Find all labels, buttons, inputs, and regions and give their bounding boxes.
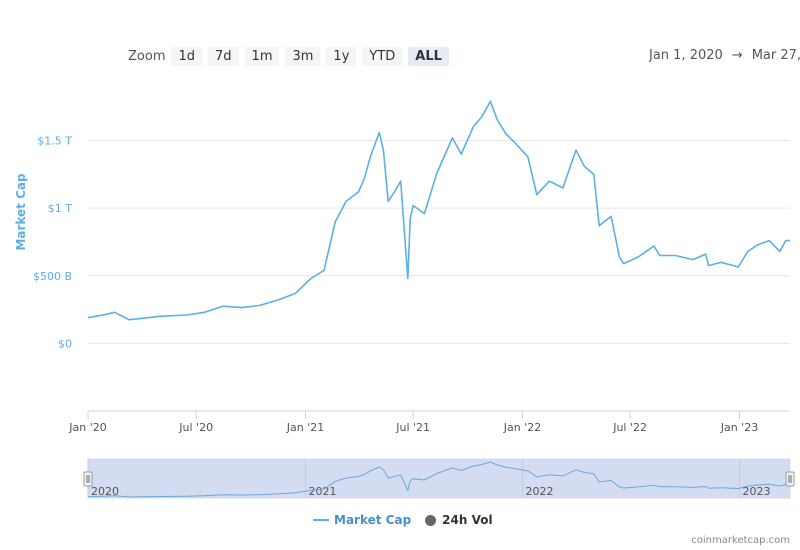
zoom-toolbar: Zoom 1d 7d 1m 3m 1y YTD ALL: [128, 45, 455, 67]
range-to-input[interactable]: Mar 27, 2023: [751, 48, 800, 63]
navigator-line: [87, 461, 790, 498]
zoom-label: Zoom: [128, 48, 166, 64]
y-tick-label: $500 B: [33, 270, 72, 283]
zoom-all-button[interactable]: ALL: [408, 46, 449, 66]
navigator-year-label: 2021: [309, 485, 337, 498]
zoom-1m-button[interactable]: 1m: [244, 46, 280, 66]
legend-item-24h-vol[interactable]: 24h Vol: [425, 513, 493, 527]
y-axis-label: Market Cap: [14, 173, 28, 251]
zoom-3m-button[interactable]: 3m: [285, 46, 321, 66]
navigator-year-label: 2022: [526, 485, 554, 498]
zoom-7d-button[interactable]: 7d: [208, 46, 239, 66]
legend-label-market-cap: Market Cap: [334, 513, 412, 527]
navigator-selection[interactable]: [88, 459, 790, 498]
market-cap-chart: $0 $500 B $1 T $1.5 T Market Cap Jan '20 Jul…: [14, 100, 795, 499]
legend: Market Cap 24h Vol: [313, 513, 507, 527]
range-arrow: →: [731, 48, 743, 63]
line-swatch-icon: [313, 519, 329, 521]
navigator-handle-left[interactable]: [83, 471, 93, 487]
x-tick-label: Jan '21: [286, 421, 324, 434]
y-tick-label: $1.5 T: [37, 135, 72, 148]
gridlines: [88, 140, 790, 344]
market-cap-line[interactable]: [87, 100, 790, 321]
source-credit: coinmarketcap.com: [691, 535, 790, 546]
navigator-handle-right[interactable]: [785, 471, 795, 487]
x-tick-label: Jul '21: [395, 421, 430, 434]
zoom-ytd-button[interactable]: YTD: [362, 46, 403, 66]
legend-item-market-cap[interactable]: Market Cap: [313, 513, 411, 527]
navigator-year-label: 2020: [91, 485, 119, 498]
date-range: Jan 1, 2020 → Mar 27, 2023: [649, 48, 800, 63]
range-from-input[interactable]: Jan 1, 2020: [649, 48, 723, 63]
x-tick-label: Jul '20: [178, 421, 213, 434]
zoom-1d-button[interactable]: 1d: [171, 46, 203, 66]
navigator-labels: 2020 2021 2022 2023: [87, 459, 770, 498]
x-tick-label: Jan '22: [503, 421, 541, 434]
navigator-year-label: 2023: [742, 485, 770, 498]
x-tick-label: Jan '23: [720, 421, 758, 434]
x-tick-label: Jan '20: [68, 421, 106, 434]
legend-label-24h-vol: 24h Vol: [442, 513, 493, 527]
zoom-1y-button[interactable]: 1y: [326, 46, 357, 66]
x-tick-label: Jul '22: [612, 421, 647, 434]
y-tick-label: $0: [58, 337, 72, 350]
x-axis-ticks: Jan '20 Jul '20 Jan '21 Jul '21 Jan '22 Jul '…: [68, 411, 758, 434]
dot-swatch-icon: [425, 514, 437, 526]
y-tick-label: $1 T: [48, 202, 72, 215]
y-axis-ticks: $0 $500 B $1 T $1.5 T: [33, 135, 72, 351]
